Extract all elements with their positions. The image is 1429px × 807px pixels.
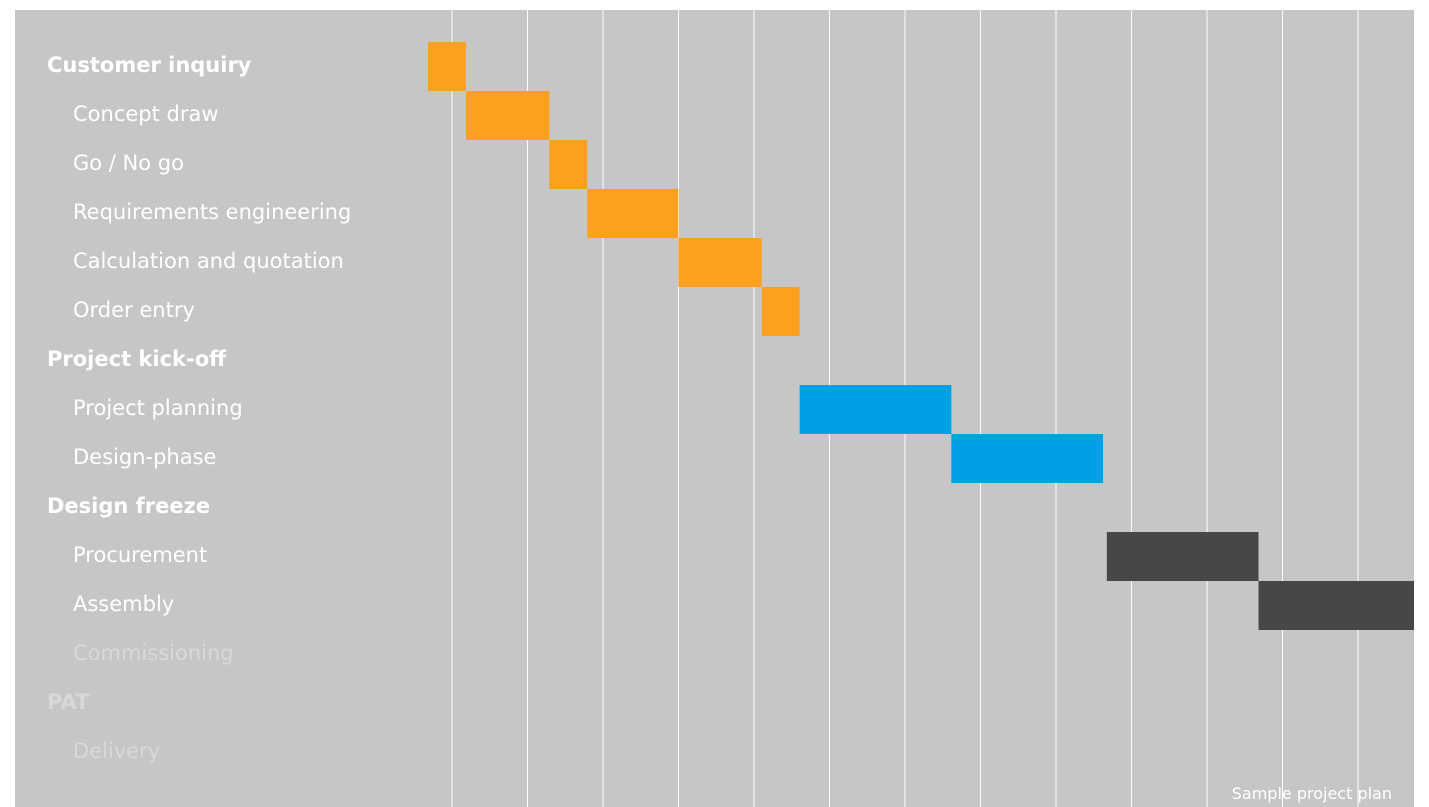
task-label-list: Customer inquiry Concept draw Go / No go Re… — [15, 10, 435, 807]
task-bar — [465, 91, 550, 140]
task-label: Commissioning — [73, 641, 234, 665]
task-label: Requirements engineering — [73, 200, 352, 224]
gantt-chart-svg — [428, 10, 1414, 807]
milestone-label: Project kick-off — [47, 347, 227, 371]
task-bar — [587, 189, 679, 238]
task-bar — [761, 287, 800, 336]
milestone-label: Customer inquiry — [47, 53, 252, 77]
task-label: Go / No go — [73, 151, 184, 175]
task-bar — [1106, 532, 1259, 581]
task-label: Assembly — [73, 592, 175, 616]
gantt-chart-panel: Customer inquiry Concept draw Go / No go Re… — [15, 10, 1414, 807]
milestone-label: PAT — [47, 690, 90, 714]
task-bar — [549, 140, 588, 189]
task-label: Concept draw — [73, 102, 219, 126]
milestone-label: Design freeze — [47, 494, 211, 518]
task-bar — [678, 238, 762, 287]
task-label: Calculation and quotation — [73, 249, 344, 273]
chart-caption: Sample project plan — [1231, 784, 1392, 803]
task-label: Procurement — [73, 543, 208, 567]
task-label: Design-phase — [73, 445, 217, 469]
task-bar — [428, 42, 466, 91]
task-label: Order entry — [73, 298, 195, 322]
task-label: Delivery — [73, 739, 161, 763]
task-label: Project planning — [73, 396, 243, 420]
task-bar — [799, 385, 952, 434]
task-bar — [1258, 581, 1414, 630]
task-bar — [951, 434, 1104, 483]
